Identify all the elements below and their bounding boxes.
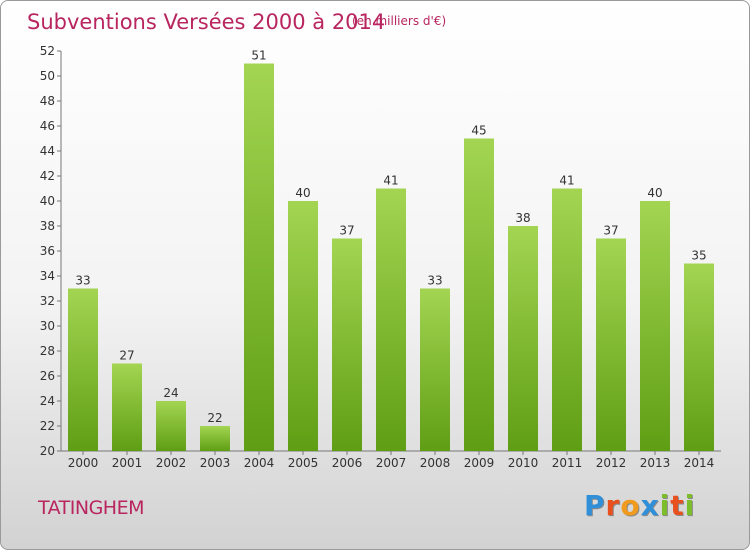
- y-tick-label: 42: [40, 169, 55, 183]
- logo-letter: i: [659, 489, 671, 522]
- y-tick-label: 38: [40, 219, 55, 233]
- bar-2010: [508, 226, 538, 451]
- bar-2008: [420, 288, 450, 451]
- y-tick-label: 46: [40, 119, 55, 133]
- x-tick-label: 2011: [552, 456, 583, 470]
- x-tick-label: 2008: [420, 456, 451, 470]
- y-tick-label: 48: [40, 94, 55, 108]
- bar-2014: [684, 263, 714, 451]
- bar-value-label: 51: [251, 49, 266, 63]
- bar-2007: [376, 188, 406, 451]
- y-tick-label: 28: [40, 344, 55, 358]
- x-tick-label: 2002: [156, 456, 187, 470]
- bar-value-label: 37: [339, 224, 354, 238]
- bar-value-label: 33: [75, 274, 90, 288]
- x-tick-label: 2006: [332, 456, 363, 470]
- y-tick-label: 26: [40, 369, 55, 383]
- logo-letter: P: [584, 489, 606, 522]
- y-tick-label: 24: [40, 394, 55, 408]
- y-tick-label: 36: [40, 244, 55, 258]
- bar-2006: [332, 238, 362, 451]
- chart-title: Subventions Versées 2000 à 2014: [27, 10, 386, 34]
- bar-2009: [464, 138, 494, 451]
- commune-name: TATINGHEM: [38, 497, 144, 519]
- bar-value-label: 35: [691, 249, 706, 263]
- x-tick-label: 2001: [112, 456, 143, 470]
- chart-axes: 20 22 24 26 28 30 32 34 36 38 40 42 44 46 48 50 52 2000 20…: [40, 44, 721, 470]
- logo-letter: o: [620, 489, 641, 522]
- x-tick-label: 2004: [244, 456, 275, 470]
- x-tick-label: 2012: [596, 456, 627, 470]
- x-tick-label: 2005: [288, 456, 319, 470]
- y-tick-label: 50: [40, 69, 55, 83]
- bar-2011: [552, 188, 582, 451]
- logo-letter: r: [605, 489, 621, 522]
- x-tick-label: 2009: [464, 456, 495, 470]
- x-tick-label: 2007: [376, 456, 407, 470]
- bar-value-label: 38: [515, 211, 530, 225]
- bar-value-label: 37: [603, 224, 618, 238]
- y-tick-label: 32: [40, 294, 55, 308]
- y-tick-label: 22: [40, 419, 55, 433]
- bar-2012: [596, 238, 626, 451]
- bar-value-label: 41: [383, 174, 398, 188]
- bar-2000: [68, 288, 98, 451]
- y-tick-label: 40: [40, 194, 55, 208]
- logo-letter: t: [670, 489, 685, 522]
- y-tick-label: 30: [40, 319, 55, 333]
- bar-2004: [244, 63, 274, 451]
- x-tick-label: 2010: [508, 456, 539, 470]
- bar-value-label: 33: [427, 274, 442, 288]
- bar-value-label: 22: [207, 411, 222, 425]
- logo-letter: i: [684, 489, 696, 522]
- bar-2001: [112, 363, 142, 451]
- chart-bars: 33 27 24 22 51 40 37 41 33 45 38 41 37 40 35: [68, 49, 714, 451]
- x-tick-label: 2000: [68, 456, 99, 470]
- bar-value-label: 24: [163, 386, 178, 400]
- bar-value-label: 27: [119, 349, 134, 363]
- y-tick-label: 20: [40, 444, 55, 458]
- bar-2013: [640, 201, 670, 451]
- proxiti-logo: Proxiti: [584, 489, 695, 522]
- y-tick-label: 44: [40, 144, 55, 158]
- bar-2003: [200, 426, 230, 451]
- bar-value-label: 40: [295, 186, 310, 200]
- bar-2005: [288, 201, 318, 451]
- bar-value-label: 45: [471, 124, 486, 138]
- logo-letter: x: [640, 489, 660, 522]
- bar-value-label: 40: [647, 186, 662, 200]
- x-tick-label: 2013: [640, 456, 671, 470]
- bar-2002: [156, 401, 186, 451]
- y-tick-label: 52: [40, 44, 55, 58]
- y-tick-label: 34: [40, 269, 55, 283]
- x-tick-label: 2014: [684, 456, 715, 470]
- chart-unit-note: (en milliers d'€): [352, 14, 447, 28]
- x-tick-label: 2003: [200, 456, 231, 470]
- bar-value-label: 41: [559, 174, 574, 188]
